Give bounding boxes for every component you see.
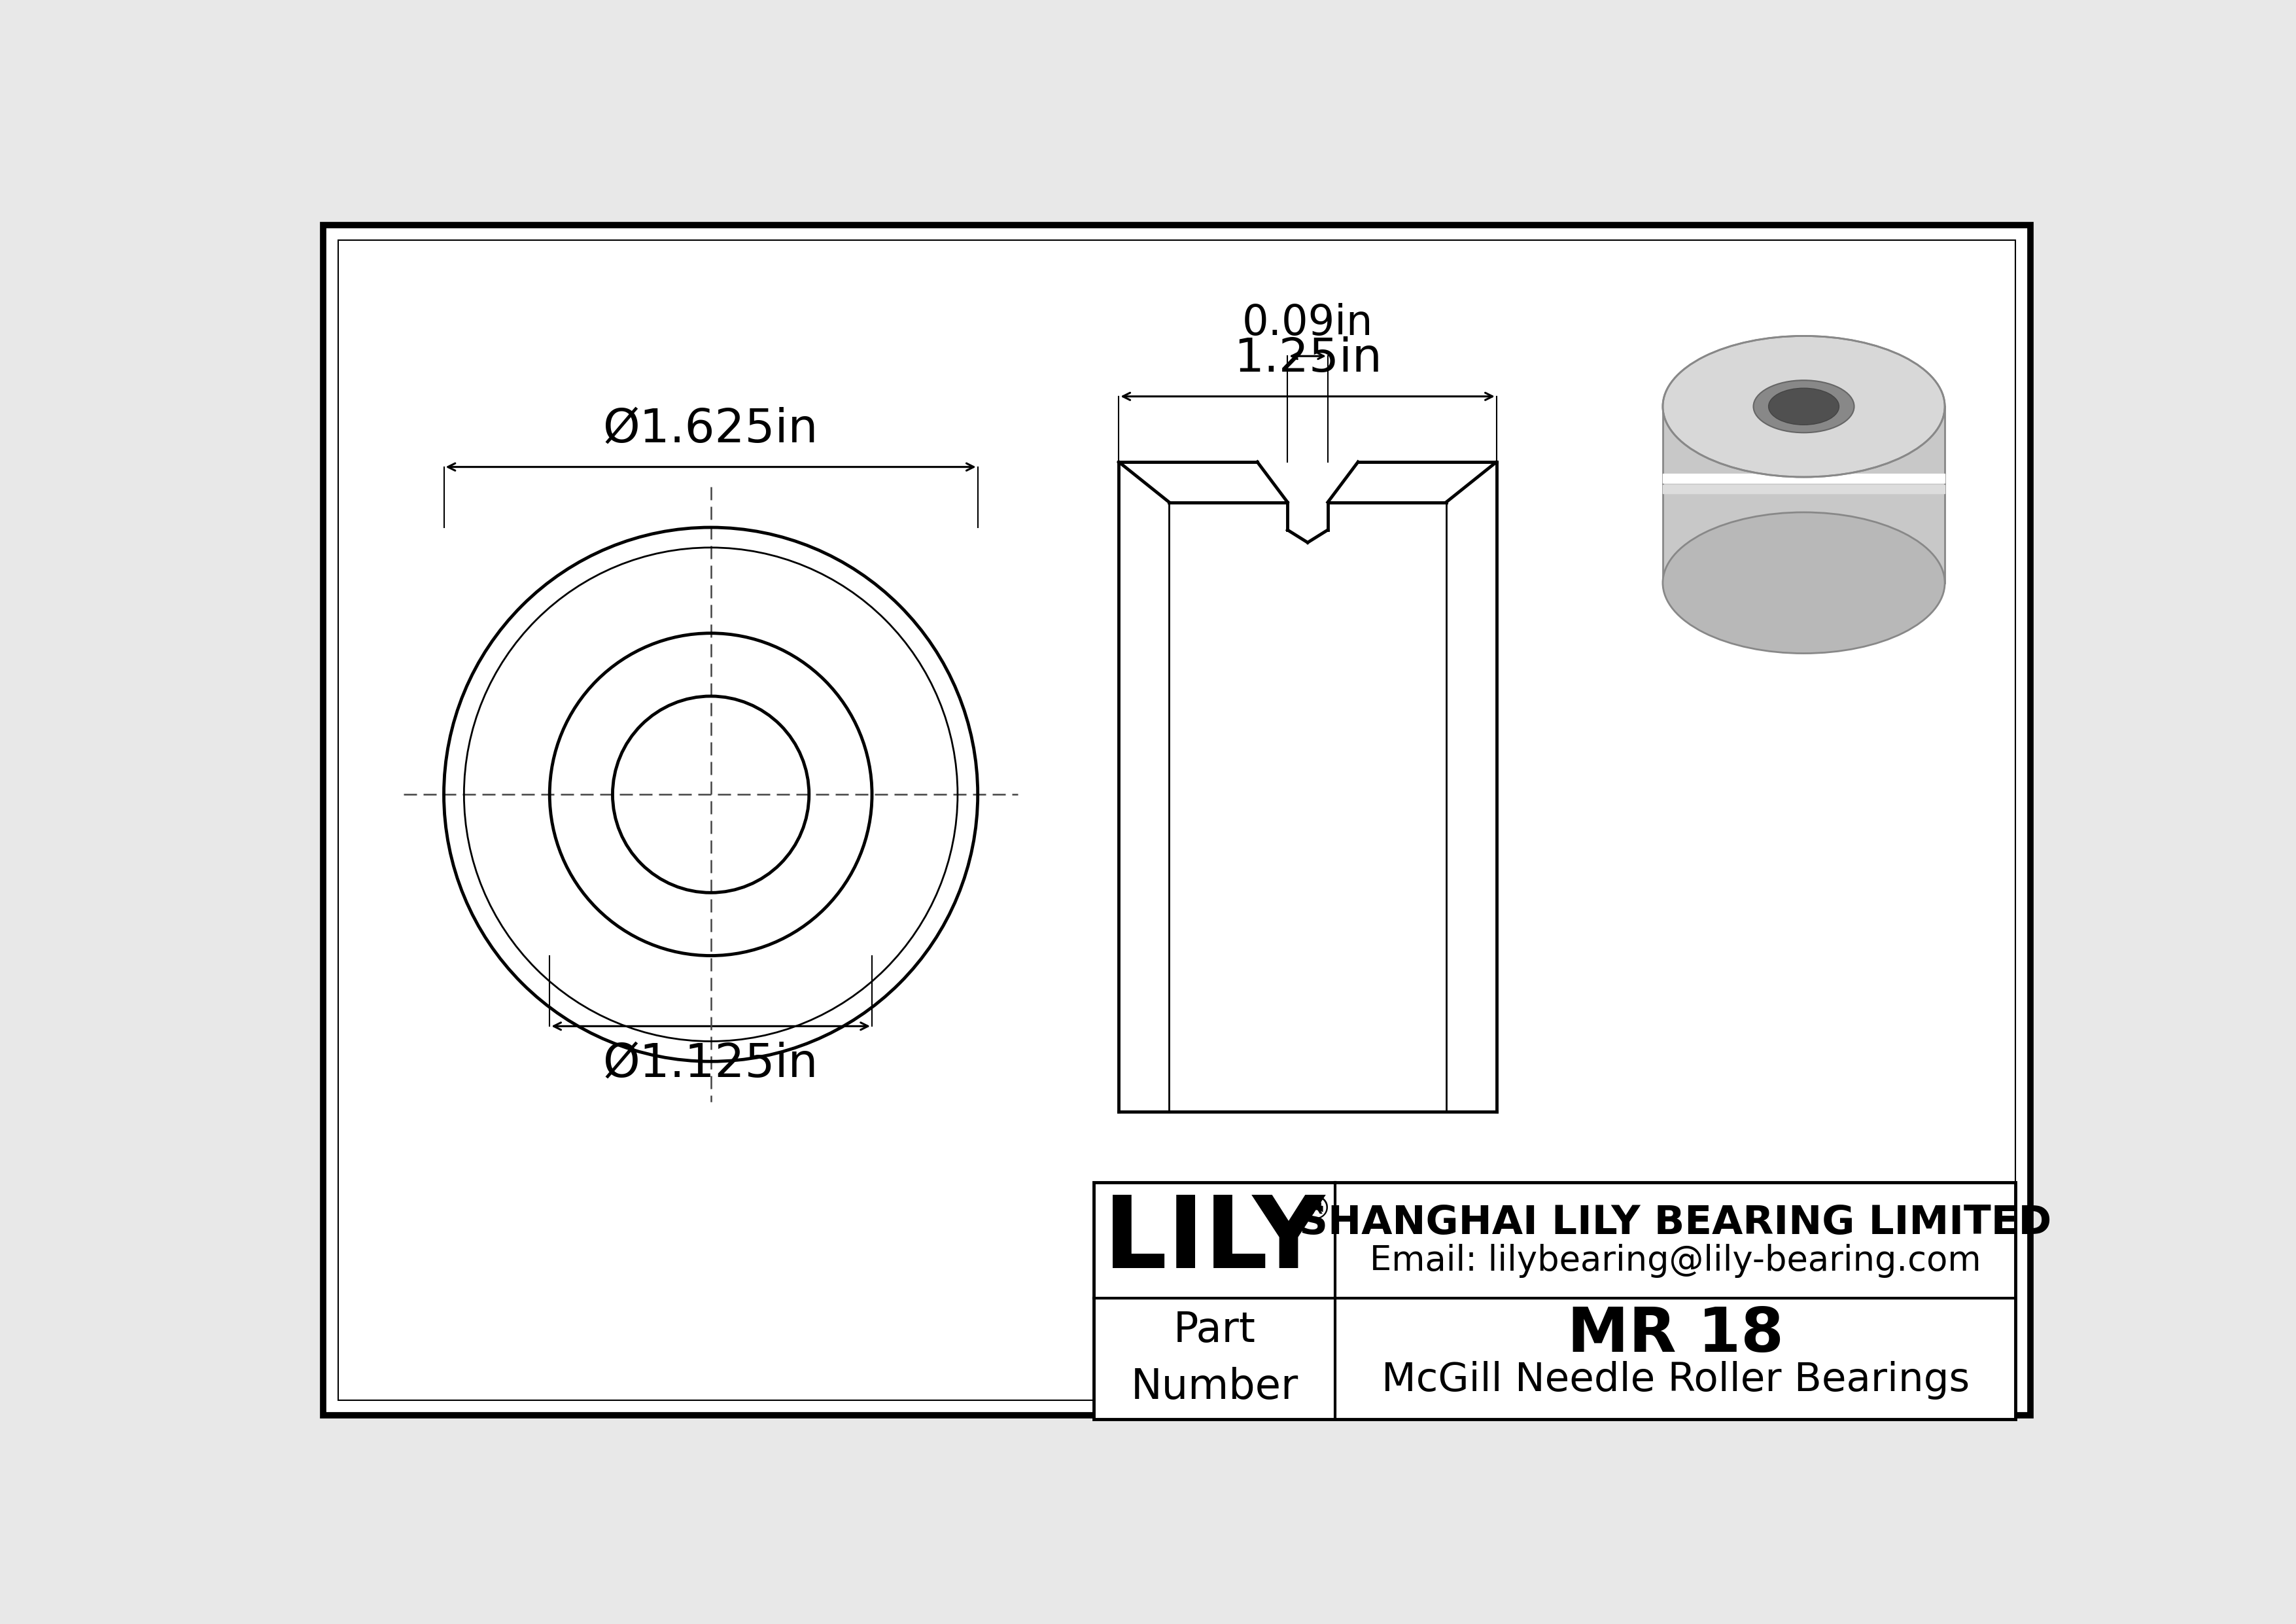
Text: Email: lilybearing@lily-bearing.com: Email: lilybearing@lily-bearing.com: [1371, 1244, 1981, 1278]
Ellipse shape: [1662, 336, 1945, 477]
Text: Part
Number: Part Number: [1130, 1311, 1297, 1408]
Text: LILY: LILY: [1104, 1192, 1325, 1289]
Text: Ø1.125in: Ø1.125in: [604, 1041, 817, 1086]
Text: 0.09in: 0.09in: [1242, 304, 1373, 344]
Polygon shape: [1662, 474, 1945, 482]
Ellipse shape: [1662, 512, 1945, 653]
Polygon shape: [1662, 484, 1945, 494]
Text: Ø1.625in: Ø1.625in: [604, 406, 817, 451]
Text: MR 18: MR 18: [1568, 1304, 1784, 1364]
Bar: [1093, 1182, 2016, 1419]
Polygon shape: [1662, 406, 1945, 583]
Text: SHANGHAI LILY BEARING LIMITED: SHANGHAI LILY BEARING LIMITED: [1300, 1203, 2053, 1242]
Ellipse shape: [1754, 380, 1855, 432]
Text: 1.25in: 1.25in: [1233, 336, 1382, 382]
Ellipse shape: [1768, 388, 1839, 425]
Text: ®: ®: [1300, 1194, 1332, 1226]
Text: McGill Needle Roller Bearings: McGill Needle Roller Bearings: [1382, 1361, 1970, 1400]
